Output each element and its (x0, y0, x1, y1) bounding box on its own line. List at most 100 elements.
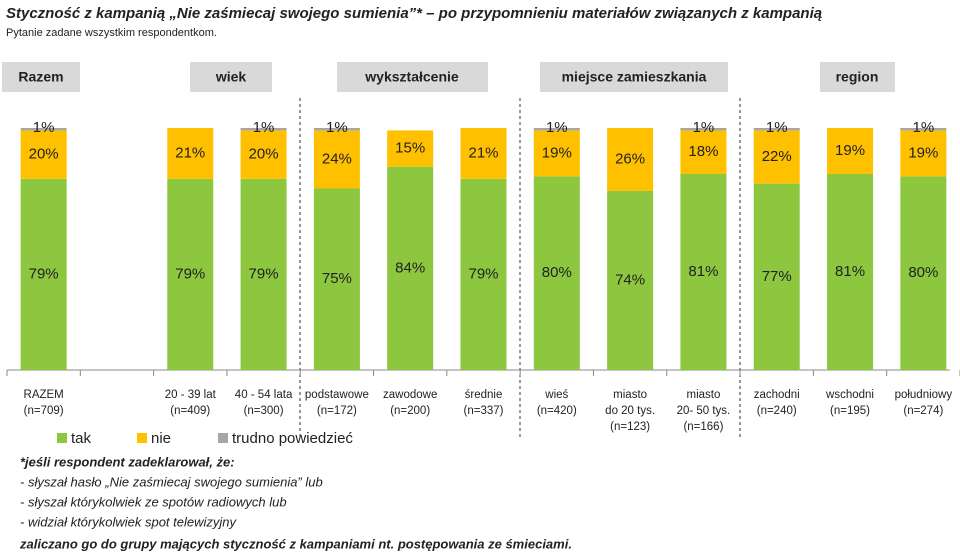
x-tick-label: 20- 50 tys. (677, 405, 731, 417)
value-label: 79% (175, 265, 205, 282)
x-tick-label: (n=337) (464, 405, 504, 417)
group-box (337, 62, 488, 92)
group-dividers (299, 98, 741, 440)
value-label: 15% (395, 140, 425, 157)
group-label: Razem (18, 69, 63, 85)
value-label: 77% (762, 268, 792, 285)
group-box (820, 62, 895, 92)
group-label: wiek (215, 69, 247, 85)
bar-segment (460, 178, 507, 370)
value-label: 74% (615, 271, 645, 288)
value-label: 75% (322, 270, 352, 287)
x-tick-label: zawodowe (383, 389, 437, 401)
x-tick-label: (n=123) (610, 421, 650, 433)
value-label: 1% (253, 119, 275, 136)
bar-segment (313, 188, 360, 370)
chart-title: Styczność z kampanią „Nie zaśmiecaj swoj… (6, 5, 822, 22)
value-label: 80% (908, 264, 938, 281)
x-tick-label: 20 - 39 lat (165, 389, 217, 401)
x-tick-label: podstawowe (305, 389, 369, 401)
value-label: 1% (546, 119, 568, 136)
value-label: 26% (615, 150, 645, 167)
x-tick-label: miasto (613, 389, 647, 401)
x-tick-label: (n=709) (24, 405, 64, 417)
legend-swatch (218, 433, 228, 443)
value-label: 1% (693, 119, 715, 136)
bar-segment (533, 130, 580, 177)
x-tick-label: (n=166) (683, 421, 723, 433)
value-label: 20% (29, 146, 59, 163)
chart-subtitle: Pytanie zadane wszystkim respondentkom. (6, 27, 217, 39)
value-label: 1% (766, 119, 788, 136)
bar-segment (680, 130, 727, 174)
legend-swatch (137, 433, 147, 443)
footnote-closing: zaliczano go do grupy mających styczność… (19, 536, 572, 551)
x-tick-label: (n=409) (170, 405, 210, 417)
bar-segment (827, 128, 874, 174)
bar-segment (20, 178, 67, 370)
group-label: wykształcenie (364, 69, 459, 85)
value-label: 21% (468, 144, 498, 161)
value-label: 24% (322, 150, 352, 167)
x-tick-label: (n=195) (830, 405, 870, 417)
bar-segment (900, 176, 947, 370)
x-tick-label: do 20 tys. (605, 405, 655, 417)
value-label: 79% (468, 265, 498, 282)
bar-segment (753, 183, 800, 370)
bar-segment (827, 173, 874, 370)
value-label: 80% (542, 264, 572, 281)
legend-label: trudno powiedzieć (232, 430, 353, 447)
x-tick-label: (n=200) (390, 405, 430, 417)
bar-segment (20, 130, 67, 179)
value-label: 79% (249, 265, 279, 282)
value-label: 84% (395, 259, 425, 276)
value-label: 79% (29, 265, 59, 282)
group-label: miejsce zamieszkania (562, 69, 707, 85)
x-tick-label: (n=300) (244, 405, 284, 417)
x-tick-label: RAZEM (24, 389, 64, 401)
value-label: 18% (688, 143, 718, 160)
x-tick-label: średnie (465, 389, 503, 401)
group-box (190, 62, 272, 92)
bar-segment (167, 128, 214, 179)
bar-segment (753, 128, 800, 131)
group-box (2, 62, 80, 92)
footnote-item: - słyszał hasło „Nie zaśmiecaj swojego s… (20, 474, 323, 489)
bar-segment (533, 128, 580, 131)
group-box (540, 62, 728, 92)
value-label: 19% (908, 144, 938, 161)
x-tick-label: południowy (895, 389, 953, 401)
x-tick-label: (n=172) (317, 405, 357, 417)
x-tick-label: (n=240) (757, 405, 797, 417)
bar-segment (680, 128, 727, 131)
footnote-heading: *jeśli respondent zadeklarował, że: (20, 454, 235, 469)
bar-segment (240, 128, 287, 131)
bar-segment (460, 128, 507, 179)
value-label: 20% (249, 146, 279, 163)
footnote-item: - słyszał którykolwiek ze spotów radiowy… (20, 494, 287, 509)
bar-segment (607, 190, 654, 370)
bar-segment (313, 128, 360, 131)
bar-segment (313, 130, 360, 189)
bar-segment (607, 128, 654, 191)
value-label: 21% (175, 144, 205, 161)
x-tick-label: wschodni (825, 389, 874, 401)
x-tick-label: miasto (686, 389, 720, 401)
bar-segment (753, 130, 800, 184)
x-tick-label: (n=274) (903, 405, 943, 417)
value-label: 22% (762, 148, 792, 165)
value-label: 1% (913, 119, 935, 136)
bar-segment (240, 178, 287, 370)
legend-label: tak (71, 430, 92, 447)
bar-segment (167, 178, 214, 370)
bar-segment (20, 128, 67, 131)
x-tick-label: wieś (544, 389, 568, 401)
legend-label: nie (151, 430, 171, 447)
bar-segment (900, 128, 947, 131)
value-label: 1% (326, 119, 348, 136)
footnote-item: - widział którykolwiek spot telewizyjny (20, 514, 238, 529)
bar-segment (680, 173, 727, 370)
bar-segment (240, 130, 287, 179)
group-label: region (836, 69, 879, 85)
